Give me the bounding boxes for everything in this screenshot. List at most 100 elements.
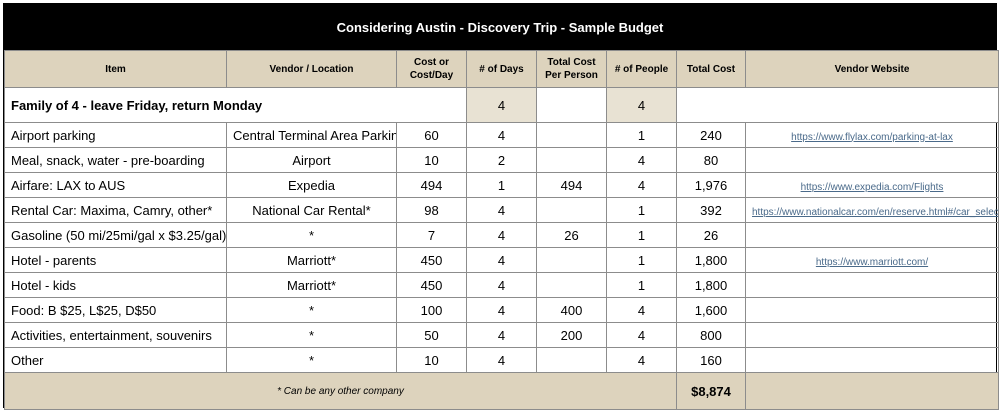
total-cost-cell: 392	[676, 197, 746, 223]
item-cell: Food: B $25, L$25, D$50	[4, 297, 227, 323]
item-cell: Activities, entertainment, souvenirs	[4, 322, 227, 348]
cost-cell: 10	[396, 147, 467, 173]
total-cost-cell: 160	[676, 347, 746, 373]
cost-cell: 494	[396, 172, 467, 198]
vendor-cell: Expedia	[226, 172, 397, 198]
grand-total: $8,874	[676, 372, 746, 410]
vendor-cell: *	[226, 297, 397, 323]
total-cost-cell: 1,800	[676, 247, 746, 273]
cost-cell: 100	[396, 297, 467, 323]
table-row: Hotel - parents Marriott* 450 4 1 1,800 https:…	[4, 247, 999, 273]
header-total: Total Cost	[676, 50, 746, 88]
per-person-cell: 494	[536, 172, 607, 198]
group-empty-cell	[676, 87, 999, 123]
vendor-website-link[interactable]: https://www.nationalcar.com/en/reserve.h…	[752, 206, 999, 218]
total-cost-cell: 240	[676, 122, 746, 148]
website-cell	[745, 297, 999, 323]
vendor-cell: Airport	[226, 147, 397, 173]
per-person-cell	[536, 197, 607, 223]
header-people: # of People	[606, 50, 677, 88]
cost-cell: 10	[396, 347, 467, 373]
group-per-person-cell	[536, 87, 607, 123]
item-cell: Other	[4, 347, 227, 373]
website-cell: https://www.flylax.com/parking-at-lax	[745, 122, 999, 148]
vendor-cell: Central Terminal Area Parking	[226, 122, 397, 148]
cost-cell: 60	[396, 122, 467, 148]
table-row: Food: B $25, L$25, D$50 * 100 4 400 4 1,600	[4, 297, 999, 323]
sheet-title: Considering Austin - Discovery Trip - Sa…	[4, 4, 996, 50]
people-cell: 1	[606, 247, 677, 273]
people-cell: 4	[606, 297, 677, 323]
header-item: Item	[4, 50, 227, 88]
vendor-website-link[interactable]: https://www.flylax.com/parking-at-lax	[791, 131, 953, 143]
vendor-cell: *	[226, 222, 397, 248]
header-per-person: Total Cost Per Person	[536, 50, 607, 88]
group-people: 4	[606, 87, 677, 123]
people-cell: 1	[606, 197, 677, 223]
header-days: # of Days	[466, 50, 537, 88]
vendor-cell: *	[226, 322, 397, 348]
total-cost-cell: 1,600	[676, 297, 746, 323]
website-cell	[745, 147, 999, 173]
total-cost-cell: 80	[676, 147, 746, 173]
budget-table: Item Vendor / Location Cost or Cost/Day …	[4, 50, 999, 410]
table-row: Rental Car: Maxima, Camry, other* Nationa…	[4, 197, 999, 223]
table-row: Gasoline (50 mi/25mi/gal x $3.25/gal) * 7 4…	[4, 222, 999, 248]
table-row: Other * 10 4 4 160	[4, 347, 999, 373]
group-days: 4	[466, 87, 537, 123]
cost-cell: 50	[396, 322, 467, 348]
website-cell: https://www.expedia.com/Flights	[745, 172, 999, 198]
days-cell: 4	[466, 322, 537, 348]
days-cell: 4	[466, 197, 537, 223]
days-cell: 1	[466, 172, 537, 198]
days-cell: 4	[466, 297, 537, 323]
vendor-cell: Marriott*	[226, 272, 397, 298]
people-cell: 4	[606, 147, 677, 173]
per-person-cell	[536, 122, 607, 148]
per-person-cell	[536, 247, 607, 273]
days-cell: 4	[466, 272, 537, 298]
group-label: Family of 4 - leave Friday, return Monda…	[4, 87, 467, 123]
total-cost-cell: 26	[676, 222, 746, 248]
per-person-cell: 26	[536, 222, 607, 248]
cost-cell: 450	[396, 247, 467, 273]
per-person-cell	[536, 147, 607, 173]
website-cell	[745, 347, 999, 373]
people-cell: 1	[606, 122, 677, 148]
table-row: Hotel - kids Marriott* 450 4 1 1,800	[4, 272, 999, 298]
vendor-cell: National Car Rental*	[226, 197, 397, 223]
item-cell: Hotel - kids	[4, 272, 227, 298]
people-cell: 4	[606, 172, 677, 198]
vendor-website-link[interactable]: https://www.marriott.com/	[815, 256, 929, 268]
item-cell: Airfare: LAX to AUS	[4, 172, 227, 198]
table-row: Airfare: LAX to AUS Expedia 494 1 494 4 1,976 h…	[4, 172, 999, 198]
people-cell: 1	[606, 222, 677, 248]
vendor-website-link[interactable]: https://www.expedia.com/Flights	[800, 181, 944, 193]
header-row: Item Vendor / Location Cost or Cost/Day …	[4, 50, 999, 88]
people-cell: 4	[606, 322, 677, 348]
header-website: Vendor Website	[745, 50, 999, 88]
website-cell	[745, 222, 999, 248]
total-cost-cell: 1,800	[676, 272, 746, 298]
header-vendor: Vendor / Location	[226, 50, 397, 88]
website-cell	[745, 272, 999, 298]
vendor-cell: *	[226, 347, 397, 373]
footer-empty-cell	[745, 372, 999, 410]
per-person-cell: 200	[536, 322, 607, 348]
group-row: Family of 4 - leave Friday, return Monda…	[4, 87, 999, 123]
days-cell: 2	[466, 147, 537, 173]
website-cell: https://www.nationalcar.com/en/reserve.h…	[745, 197, 999, 223]
cost-cell: 7	[396, 222, 467, 248]
days-cell: 4	[466, 122, 537, 148]
item-cell: Gasoline (50 mi/25mi/gal x $3.25/gal)	[4, 222, 227, 248]
table-row: Activities, entertainment, souvenirs * 50 4…	[4, 322, 999, 348]
item-cell: Meal, snack, water - pre-boarding	[4, 147, 227, 173]
days-cell: 4	[466, 247, 537, 273]
total-cost-cell: 800	[676, 322, 746, 348]
item-cell: Hotel - parents	[4, 247, 227, 273]
days-cell: 4	[466, 347, 537, 373]
people-cell: 1	[606, 272, 677, 298]
cost-cell: 98	[396, 197, 467, 223]
footer-note: * Can be any other company	[4, 372, 677, 410]
per-person-cell	[536, 272, 607, 298]
